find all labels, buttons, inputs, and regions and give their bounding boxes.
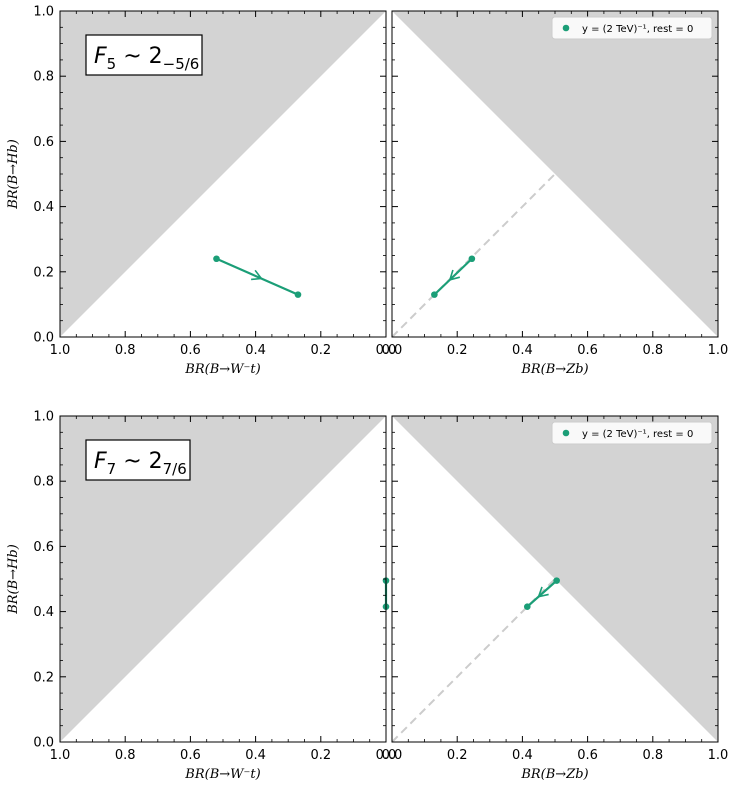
- x-tick-label: 1.0: [50, 748, 71, 763]
- series-point: [431, 291, 438, 298]
- x-axis-label: BR(B→Zb): [520, 767, 588, 782]
- plot-left: 1.0 0.8 0.6 0.4 0.2 0.0 0.0 0.2 0.4 0.6 0.8 1.0 BR(B…: [6, 5, 396, 378]
- x-tick-label: 0.0: [382, 748, 403, 763]
- series-line: [216, 257, 299, 296]
- series-point: [294, 291, 302, 298]
- x-tick-label: 0.4: [245, 343, 266, 358]
- legend-marker: [562, 429, 570, 437]
- y-tick-label: 0.6: [33, 540, 54, 555]
- legend-entry: y = (2 TeV)⁻¹, rest = 0: [582, 24, 693, 35]
- x-tick-label: 0.6: [577, 343, 598, 358]
- x-tick-label: 0.2: [310, 748, 331, 763]
- representation-label: F7 ~ 27/6: [85, 439, 191, 481]
- x-tick-label: 0.0: [376, 748, 397, 763]
- label-box: [85, 34, 203, 76]
- x-tick-label: 0.6: [577, 748, 598, 763]
- y-tick-label: 0.8: [33, 475, 54, 490]
- x-tick-label: 0.4: [512, 343, 533, 358]
- y-tick-label: 0.6: [33, 135, 54, 150]
- series-arrow: [448, 269, 461, 281]
- x-tick-label: 0.2: [447, 748, 468, 763]
- diagonal-guide: [391, 173, 556, 338]
- panel-bottom: 1.0 0.8 0.6 0.4 0.2 0.00.00.20.40.60.81.0BR(B…: [6, 410, 728, 783]
- x-axis-label: BR(B→W⁻t): [184, 767, 260, 782]
- series-line: [526, 579, 558, 608]
- legend-box: [551, 421, 713, 445]
- x-tick-label: 1.0: [50, 343, 71, 358]
- y-tick-label: 0.0: [33, 331, 54, 346]
- legend: y = (2 TeV)⁻¹, rest = 0: [551, 16, 713, 40]
- y-tick-label: 1.0: [33, 410, 54, 425]
- y-tick-label: 1.0: [33, 5, 54, 20]
- legend-box: [551, 16, 713, 40]
- y-tick-label: 0.4: [33, 200, 54, 215]
- plot-right: 0.0 0.2 0.4 0.6 0.8 1.0 BR(B→Zb) y = (2 TeV)⁻¹,…: [382, 415, 729, 782]
- x-tick-label: 0.8: [115, 748, 136, 763]
- excluded-region: [60, 11, 386, 337]
- x-tick-label: 0.4: [245, 748, 266, 763]
- x-tick-label: 0.8: [642, 748, 663, 763]
- label-text: F7 ~ 27/6: [94, 449, 187, 478]
- label-text: F5 ~ 2−5/6: [94, 44, 199, 73]
- plot-right: 0.0 0.2 0.4 0.6 0.8 1.0 BR(B→Zb) y = (2 TeV)⁻¹,…: [382, 10, 729, 377]
- x-tick-label: 0.2: [447, 343, 468, 358]
- x-tick-label: 0.8: [642, 343, 663, 358]
- series-line: [433, 257, 473, 296]
- plot-left: 1.0 0.8 0.6 0.4 0.2 0.0 0.0 0.2 0.4 0.6 0.8 1.0 BR(B…: [6, 410, 396, 783]
- series-point: [553, 577, 560, 584]
- y-axis-label: BR(B→Hb): [6, 544, 21, 615]
- x-tick-label: 0.2: [310, 343, 331, 358]
- x-tick-label: 0.8: [115, 343, 136, 358]
- x-axis-label: BR(B→Zb): [520, 362, 588, 377]
- legend: y = (2 TeV)⁻¹, rest = 0: [551, 421, 713, 445]
- x-tick-label: 1.0: [708, 748, 729, 763]
- x-tick-label: 0.4: [512, 748, 533, 763]
- series-point: [468, 255, 476, 263]
- series-arrow: [251, 269, 263, 281]
- x-tick-label: 0.0: [382, 343, 403, 358]
- y-axis-label: BR(B→Hb): [6, 139, 21, 210]
- panel-top: 1.0 0.8 0.6 0.4 0.2 0.00.00.20.40.60.81.0BR(B…: [6, 5, 728, 378]
- x-tick-label: 0.6: [180, 343, 201, 358]
- excluded-region: [60, 416, 386, 742]
- y-tick-label: 0.2: [33, 670, 54, 685]
- series-point: [213, 255, 220, 263]
- legend-entry: y = (2 TeV)⁻¹, rest = 0: [582, 429, 693, 440]
- y-tick-label: 0.0: [33, 736, 54, 751]
- label-box: [85, 439, 191, 481]
- series-point: [523, 603, 531, 611]
- y-tick-label: 0.4: [33, 605, 54, 620]
- representation-label: F5 ~ 2−5/6: [85, 34, 203, 76]
- x-axis-label: BR(B→W⁻t): [184, 362, 260, 377]
- y-tick-label: 0.8: [33, 70, 54, 85]
- excluded-region: [392, 11, 718, 337]
- x-tick-label: 0.6: [180, 748, 201, 763]
- y-tick-label: 0.2: [33, 265, 54, 280]
- x-tick-label: 1.0: [708, 343, 729, 358]
- x-tick-label: 0.0: [376, 343, 397, 358]
- legend-marker: [562, 24, 570, 32]
- series-arrow: [537, 586, 549, 598]
